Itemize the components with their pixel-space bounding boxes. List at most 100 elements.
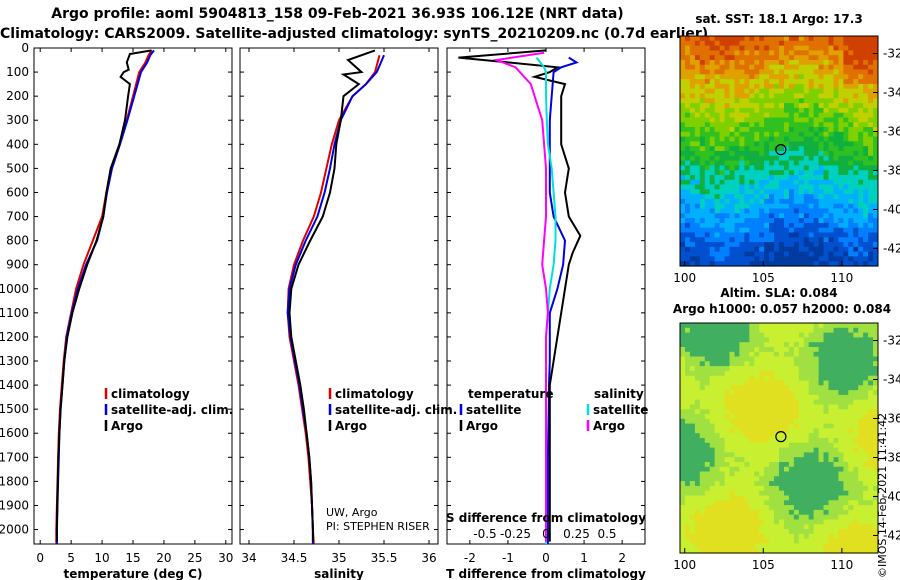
map-cell (818, 476, 825, 482)
map-cell (689, 342, 696, 348)
map-cell (719, 122, 726, 128)
map-cell (744, 519, 750, 525)
map-cell (704, 390, 711, 396)
map-cell (784, 103, 790, 109)
map-cell (764, 366, 770, 372)
map-cell (798, 428, 805, 434)
legend-label: Argo (466, 419, 498, 433)
map-cell (803, 438, 810, 444)
map-cell (734, 385, 740, 391)
map-cell (680, 342, 686, 348)
map-cell (823, 533, 829, 540)
map-cell (843, 179, 849, 186)
map-cell (709, 146, 716, 152)
map-cell (848, 452, 854, 458)
depth-tick-label: 1100 (0, 306, 29, 320)
map-cell (754, 83, 760, 90)
map-cell (774, 122, 780, 128)
map-cell (680, 485, 686, 492)
map-cell (813, 232, 820, 238)
map-cell (808, 347, 815, 353)
map-cell (788, 251, 795, 257)
map-cell (848, 543, 854, 549)
map-cell (759, 342, 765, 348)
map-cell (759, 208, 765, 214)
map-cell (739, 83, 745, 90)
map-cell (843, 452, 849, 458)
map-cell (709, 476, 716, 482)
map-cell (868, 490, 874, 497)
map-cell (739, 198, 745, 205)
map-cell (853, 447, 859, 453)
map-cell (685, 246, 691, 253)
map-cell (808, 127, 815, 133)
map-cell (729, 452, 735, 458)
map-cell (714, 490, 721, 497)
series-line (458, 49, 582, 542)
map-cell (863, 189, 869, 195)
map-cell (793, 404, 800, 410)
map-cell (863, 131, 869, 138)
map-cell (744, 93, 750, 99)
map-cell (818, 151, 825, 157)
map-cell (764, 323, 770, 329)
map-cell (769, 170, 775, 176)
map-cell (798, 471, 805, 477)
map-cell (858, 79, 864, 85)
map-cell (803, 538, 810, 544)
map-cell (779, 452, 785, 458)
map-cell (863, 40, 869, 47)
map-cell (704, 394, 711, 401)
map-cell (863, 385, 869, 391)
map-cell (828, 514, 834, 521)
map-cell (685, 519, 691, 525)
map-cell (803, 370, 810, 377)
map-cell (818, 160, 825, 166)
map-cell (685, 342, 691, 348)
map-cell (694, 394, 701, 401)
map-sla_map (680, 323, 879, 554)
map-cell (808, 88, 815, 95)
map-cell (784, 127, 790, 133)
map-cell (813, 198, 820, 205)
map-cell (714, 505, 721, 511)
map-cell (734, 390, 740, 396)
map-cell (689, 433, 696, 439)
map-cell (764, 112, 770, 119)
map-cell (749, 242, 755, 248)
map-cell (784, 40, 790, 47)
map-cell (828, 232, 834, 238)
map-cell (719, 242, 726, 248)
map-cell (759, 131, 765, 138)
map-cell (694, 55, 701, 61)
map-cell (699, 213, 706, 219)
map-cell (739, 500, 745, 506)
map-cell (699, 64, 706, 71)
map-cell (764, 327, 770, 334)
map-cell (858, 337, 864, 343)
map-cell (853, 543, 859, 549)
map-cell (828, 356, 834, 362)
map-cell (803, 175, 810, 181)
map-cell (680, 189, 686, 195)
map-cell (813, 69, 820, 75)
map-cell (689, 337, 696, 343)
map-cell (749, 490, 755, 497)
map-cell (798, 462, 805, 468)
map-cell (838, 476, 844, 482)
map-cell (788, 533, 795, 540)
map-cell (833, 548, 839, 554)
map-cell (803, 218, 810, 224)
map-cell (784, 50, 790, 56)
map-cell (764, 141, 770, 147)
map-cell (833, 514, 839, 521)
map-cell (729, 112, 735, 119)
map-cell (858, 136, 864, 142)
map-cell (843, 189, 849, 195)
map-cell (798, 160, 805, 166)
map-cell (793, 246, 800, 253)
map-cell (803, 194, 810, 200)
map-cell (689, 414, 696, 420)
map-cell (774, 218, 780, 224)
map-cell (833, 227, 839, 234)
